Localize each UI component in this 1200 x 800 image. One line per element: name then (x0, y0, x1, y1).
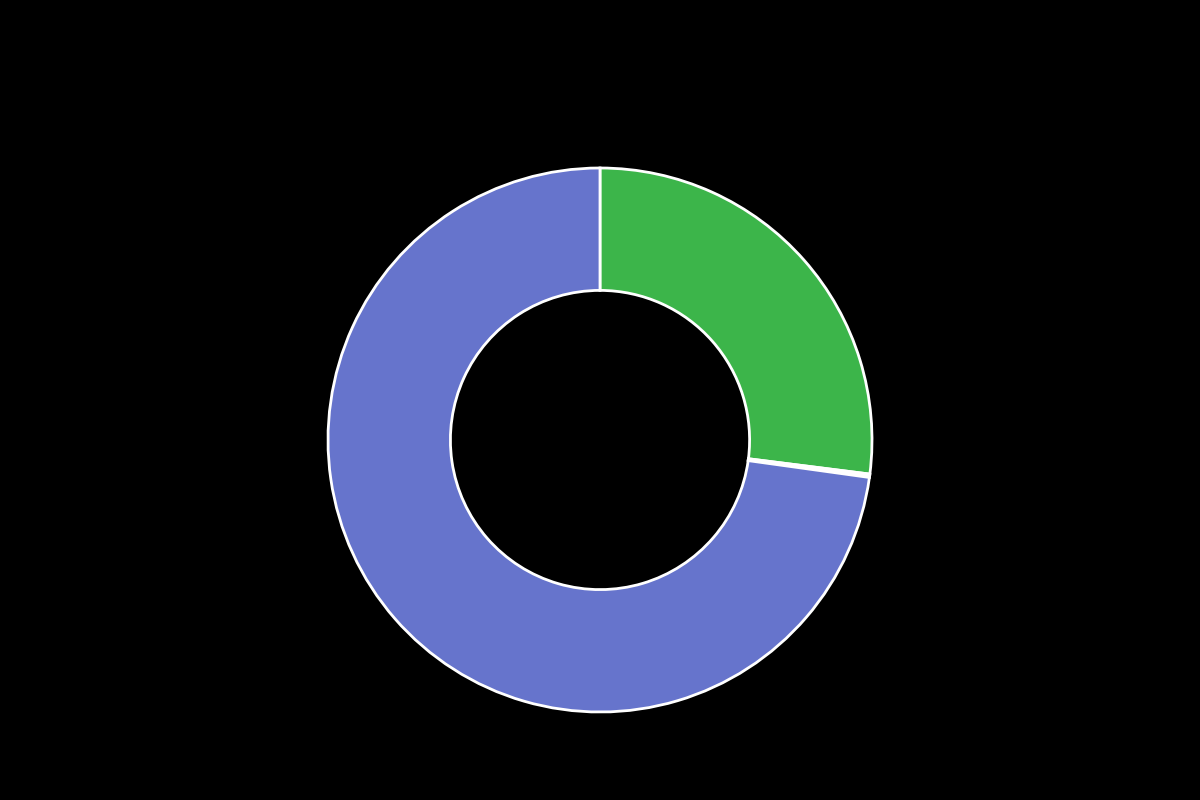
Wedge shape (600, 168, 872, 474)
Wedge shape (748, 460, 870, 478)
Wedge shape (328, 168, 870, 712)
Wedge shape (749, 458, 870, 476)
